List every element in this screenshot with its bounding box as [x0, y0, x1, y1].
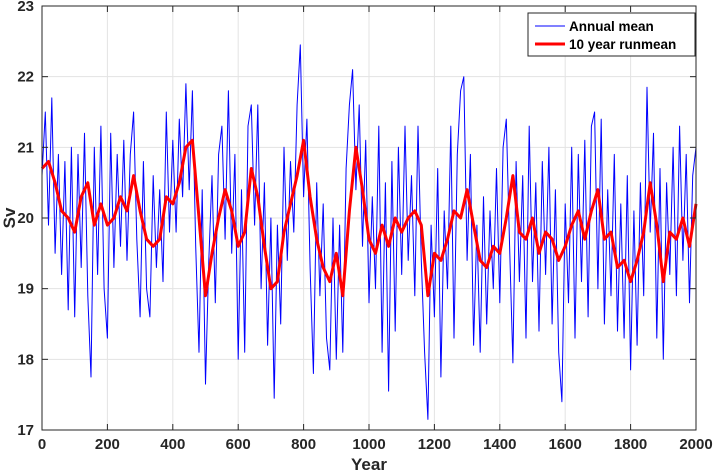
x-tick-label: 1800 — [614, 436, 647, 453]
y-tick-label: 20 — [17, 210, 34, 227]
series-line-annual-mean — [41, 44, 697, 420]
legend-box — [527, 12, 696, 57]
y-tick-label: 19 — [17, 281, 34, 298]
x-tick-label: 600 — [226, 436, 251, 453]
x-tick-label: 2000 — [679, 436, 712, 453]
x-tick-label: 200 — [95, 436, 120, 453]
series-group — [40, 44, 698, 420]
x-tick-label: 1000 — [352, 436, 385, 453]
x-tick-label: 1400 — [483, 436, 516, 453]
y-tick-label: 23 — [17, 0, 34, 15]
x-tick-label: 0 — [38, 436, 46, 453]
y-tick-label: 17 — [17, 422, 34, 439]
ticks: 0 200 400 600 800 1000 1200 1400 1600 1800 2000 17 1… — [17, 0, 712, 453]
y-tick-label: 21 — [17, 139, 34, 156]
x-tick-label: 800 — [291, 436, 316, 453]
legend-label-runmean: 10 year runmean — [569, 37, 676, 52]
y-tick-label: 22 — [17, 69, 34, 86]
series-line-runmean — [40, 138, 698, 298]
grid — [41, 5, 697, 431]
y-tick-label: 18 — [17, 351, 34, 368]
x-tick-label: 1600 — [549, 436, 582, 453]
x-axis-label: Year — [351, 455, 387, 474]
x-tick-label: 1200 — [418, 436, 451, 453]
legend-label-annual-mean: Annual mean — [569, 19, 654, 34]
y-axis-label: Sv — [0, 207, 19, 228]
x-tick-label: 400 — [160, 436, 185, 453]
legend: Annual mean 10 year runmean — [527, 12, 696, 57]
